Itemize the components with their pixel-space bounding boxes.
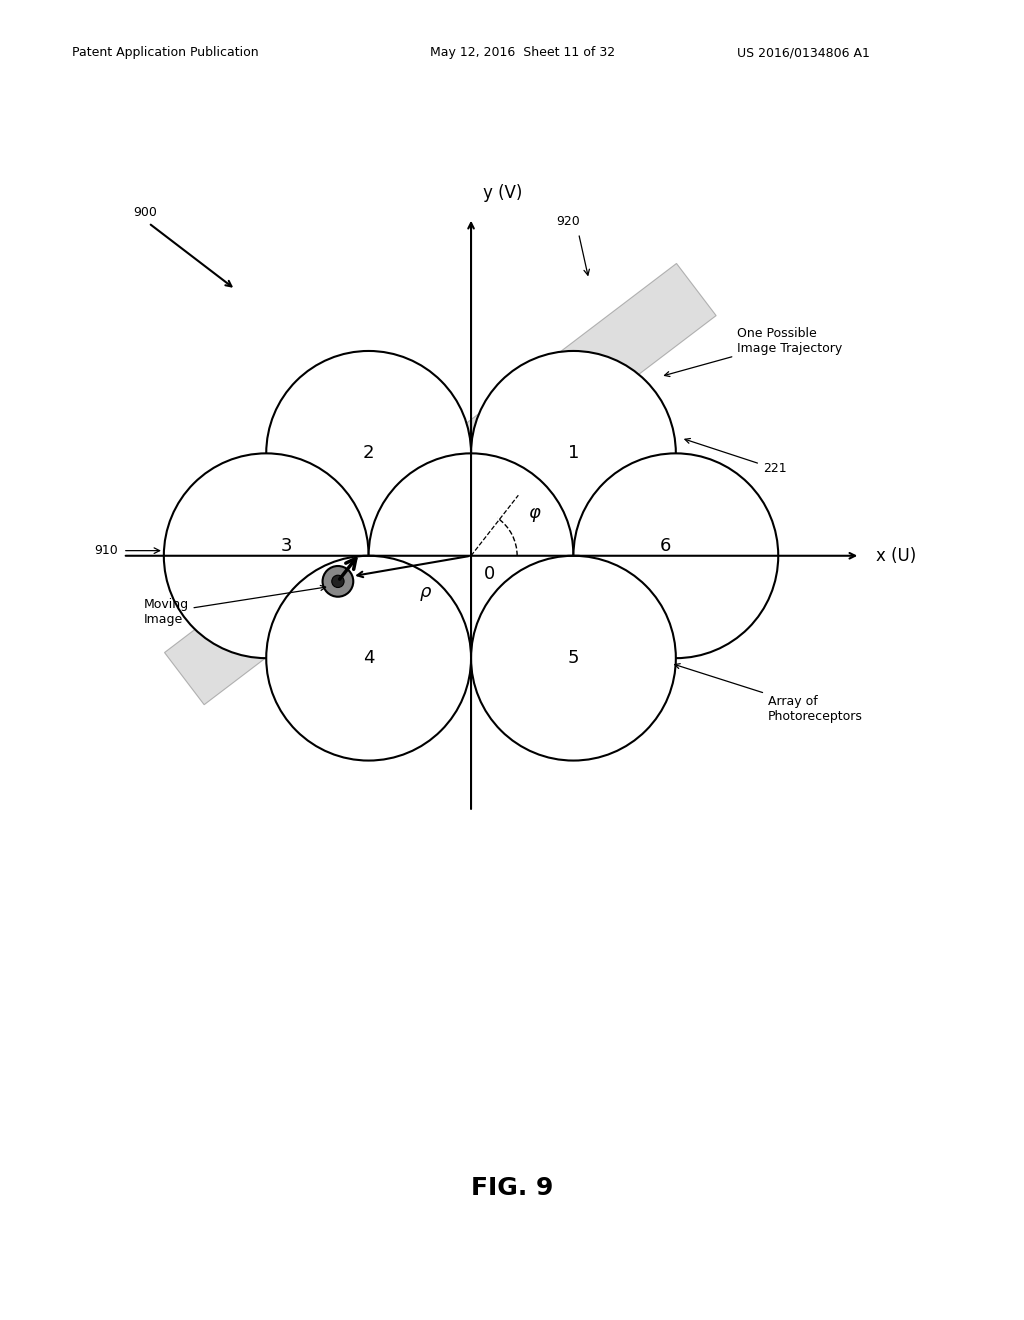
Circle shape: [332, 576, 344, 587]
Text: 5: 5: [567, 649, 580, 667]
Circle shape: [471, 351, 676, 556]
Polygon shape: [165, 264, 716, 705]
Text: 920: 920: [556, 215, 581, 228]
Text: One Possible
Image Trajectory: One Possible Image Trajectory: [665, 327, 843, 376]
Text: 3: 3: [281, 536, 293, 554]
Text: 910: 910: [94, 544, 118, 557]
Text: 6: 6: [659, 536, 672, 554]
Text: y (V): y (V): [483, 185, 522, 202]
Text: Array of
Photoreceptors: Array of Photoreceptors: [675, 664, 863, 723]
Text: Moving
Image: Moving Image: [143, 586, 326, 626]
Text: 1: 1: [567, 445, 580, 462]
Text: φ: φ: [528, 504, 541, 521]
Circle shape: [573, 453, 778, 659]
Text: 0: 0: [484, 565, 495, 583]
Circle shape: [323, 566, 353, 597]
Text: x (U): x (U): [876, 546, 915, 565]
Text: US 2016/0134806 A1: US 2016/0134806 A1: [737, 46, 870, 59]
Text: Patent Application Publication: Patent Application Publication: [72, 46, 258, 59]
Circle shape: [164, 453, 369, 659]
Text: 2: 2: [362, 445, 375, 462]
Circle shape: [369, 453, 573, 659]
Text: May 12, 2016  Sheet 11 of 32: May 12, 2016 Sheet 11 of 32: [430, 46, 615, 59]
Text: 900: 900: [133, 206, 157, 219]
Text: 4: 4: [362, 649, 375, 667]
Text: 221: 221: [685, 438, 786, 475]
Circle shape: [266, 351, 471, 556]
Circle shape: [471, 556, 676, 760]
Circle shape: [266, 556, 471, 760]
Text: FIG. 9: FIG. 9: [471, 1176, 553, 1200]
Text: ρ: ρ: [419, 582, 431, 601]
